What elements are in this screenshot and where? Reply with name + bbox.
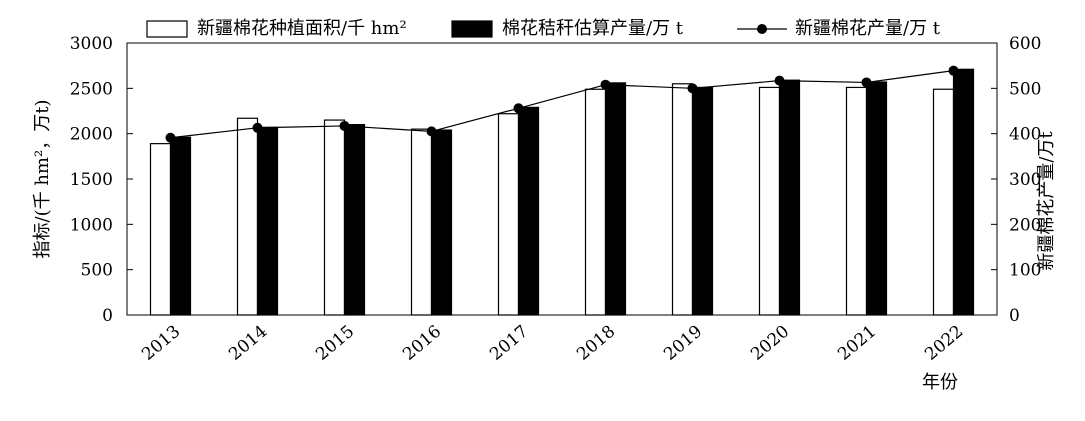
legend-swatch-production-point [757,24,767,34]
x-axis-tick-label: 2014 [225,322,271,365]
x-axis-tick-label: 2016 [399,322,445,365]
production-point [861,77,872,88]
straw-bar [865,81,888,316]
y2-axis-tick-label: 600 [1009,34,1041,54]
legend-label-straw: 棉花秸秆估算产量/万 t [502,18,684,39]
straw-bar [952,68,975,316]
y-axis-tick-label: 3000 [70,34,113,54]
y-axis-tick-label: 2000 [70,125,113,145]
x-axis-title: 年份 [922,372,958,393]
legend-label-production: 新疆棉花产量/万 t [795,18,941,39]
production-point [948,65,959,76]
production-point [165,132,176,143]
x-axis-tick-label: 2021 [834,322,880,365]
x-axis-tick-label: 2022 [921,322,967,365]
straw-bar [604,82,627,316]
y-axis-tick-label: 0 [102,306,113,326]
y2-axis-tick-label: 100 [1009,261,1041,281]
y-axis-tick-label: 1000 [70,215,113,235]
area-bar [497,113,520,316]
y2-axis-tick-label: 500 [1009,79,1041,99]
production-point [513,103,524,114]
x-axis-tick-label: 2019 [660,322,706,365]
area-bar [410,128,433,316]
straw-bar [517,106,540,316]
y-axis-title: 指标/(千 hm²，万t) [32,100,53,259]
area-bar [584,88,607,316]
y-axis-tick-label: 1500 [70,170,113,190]
production-line [170,70,954,139]
production-point [774,75,785,86]
y2-axis-title: 新疆棉花产量/万t [1036,131,1057,271]
straw-bar [169,136,192,316]
area-bar [236,117,259,316]
production-point [600,79,611,90]
y2-axis-tick-label: 400 [1009,125,1041,145]
area-bar [845,86,868,316]
y2-axis-tick-label: 300 [1009,170,1041,190]
area-bar [758,86,781,316]
legend-swatch-straw [451,20,493,38]
area-bar [671,83,694,316]
straw-bar [778,79,801,316]
x-axis-tick-label: 2018 [573,322,619,365]
area-bar [149,143,172,316]
y-axis-tick-label: 2500 [70,79,113,99]
y-axis-tick-label: 500 [81,261,113,281]
area-bar [932,88,955,316]
straw-bar [430,129,453,316]
straw-bar [256,126,279,316]
straw-bar [691,86,714,316]
production-point [252,122,263,133]
x-axis-tick-label: 2017 [486,322,532,365]
straw-bar [343,123,366,316]
x-axis-tick-label: 2015 [312,322,358,365]
x-axis-tick-label: 2020 [747,322,793,365]
production-point [339,120,350,131]
bars-layer [149,68,975,316]
legend-swatch-area [146,20,188,38]
x-axis-tick-label: 2013 [138,322,184,365]
production-point [426,126,437,137]
legend: 新疆棉花种植面积/千 hm² 棉花秸秆估算产量/万 t 新疆棉花产量/万 t [146,18,941,39]
legend-label-area: 新疆棉花种植面积/千 hm² [197,18,407,39]
production-point [687,83,698,94]
y2-axis-tick-label: 0 [1009,306,1020,326]
line-layer [165,65,959,143]
area-bar [323,119,346,316]
y2-axis-tick-label: 200 [1009,215,1041,235]
